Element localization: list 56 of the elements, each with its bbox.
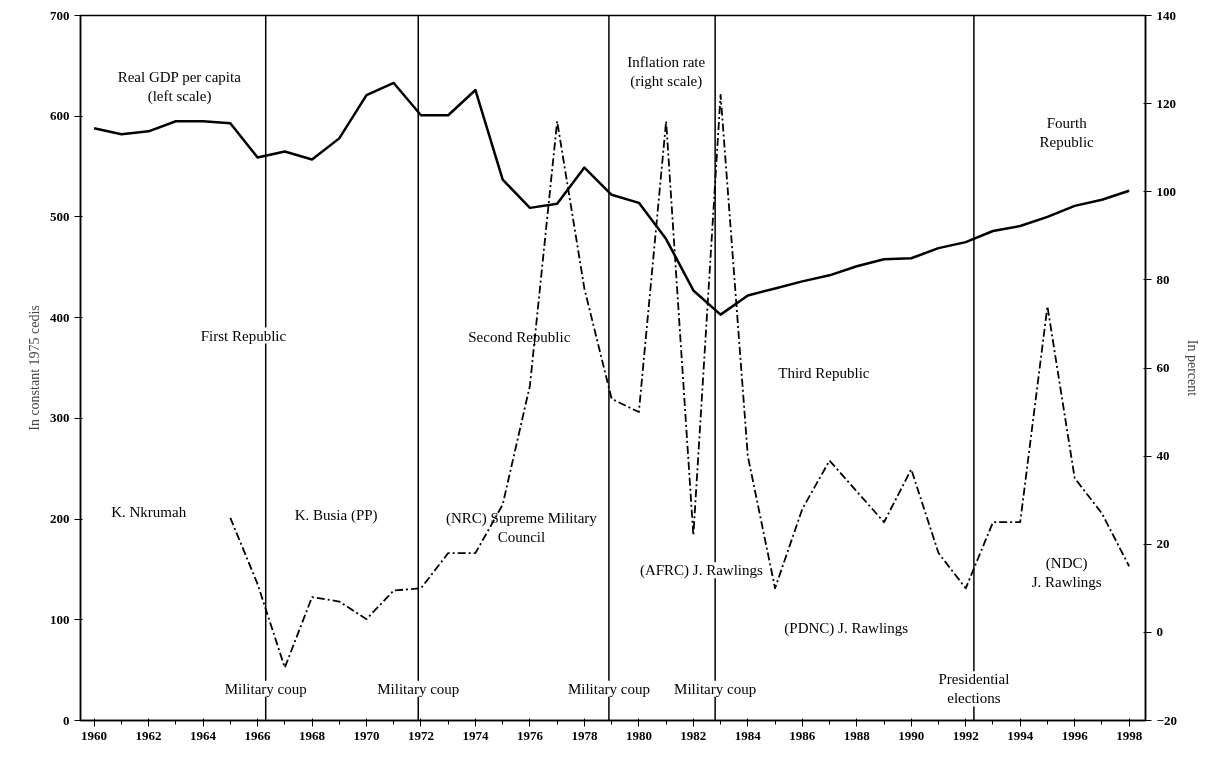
annotation: (PDNC) J. Rawlings [784,620,909,638]
ref-line-label: Military coup [567,680,650,697]
y2-tick-label: 60 [1156,360,1170,375]
annotation: K. Busia (PP) [294,507,378,525]
x-tick-label: 1998 [1116,727,1143,743]
x-tick-label: 1976 [516,727,544,743]
y2-tick-label: −20 [1156,712,1177,728]
annotation: Third Republic [778,364,870,381]
annotation: Inflation rate (right scale) [627,54,706,91]
y-tick-label: 200 [50,511,70,527]
annotation: (AFRC) J. Rawlings [639,562,764,580]
y2-axis-title: In percent [1184,339,1200,397]
x-tick-label: 1962 [135,727,162,743]
y-tick-label: 500 [50,208,70,224]
ref-line-label: Military coup [224,680,307,697]
y-tick-label: 400 [50,309,70,325]
x-tick-label: 1968 [299,727,326,743]
x-tick-label: 1972 [407,727,434,743]
y-tick-label: 600 [50,108,70,124]
annotation: (NDC) J. Rawlings [1031,554,1102,591]
y-tick-label: 300 [50,410,70,426]
x-tick-label: 1960 [81,727,108,743]
annotation: Second Republic [468,328,571,345]
x-tick-label: 1990 [898,727,925,743]
y2-tick-label: 20 [1156,536,1170,552]
x-tick-label: 1986 [789,727,816,743]
x-tick-label: 1996 [1061,727,1089,743]
ref-line-label: Presidential elections [938,671,1010,707]
y2-tick-label: 140 [1156,7,1176,23]
x-tick-label: 1978 [571,727,598,743]
x-tick-label: 1980 [625,727,652,743]
annotation: K. Nkrumah [111,503,187,520]
y-tick-label: 100 [50,611,70,627]
y2-tick-label: 120 [1156,95,1176,111]
x-tick-label: 1974 [462,727,489,743]
x-tick-label: 1984 [734,727,762,743]
x-tick-label: 1982 [680,727,707,743]
y-tick-label: 700 [50,7,70,23]
x-tick-label: 1970 [353,727,380,743]
annotation: (NRC) Supreme Military Council [446,509,598,545]
y2-tick-label: 80 [1156,271,1170,287]
ref-line-label: Military coup [674,680,757,697]
x-tick-label: 1988 [843,727,871,743]
y2-tick-label: 0 [1156,624,1163,640]
x-tick-label: 1964 [190,727,217,743]
x-tick-label: 1966 [244,727,272,743]
y2-tick-label: 40 [1156,448,1170,464]
annotation: Real GDP per capita (left scale) [117,69,242,106]
y-axis-title: In constant 1975 cedis [27,305,42,431]
x-tick-label: 1992 [952,727,979,743]
y-tick-label: 0 [63,712,70,728]
y2-tick-label: 100 [1156,183,1176,199]
ref-line-label: Military coup [377,680,460,697]
annotation: First Republic [200,327,287,344]
annotation: Fourth Republic [1039,114,1095,151]
x-tick-label: 1994 [1007,727,1034,743]
